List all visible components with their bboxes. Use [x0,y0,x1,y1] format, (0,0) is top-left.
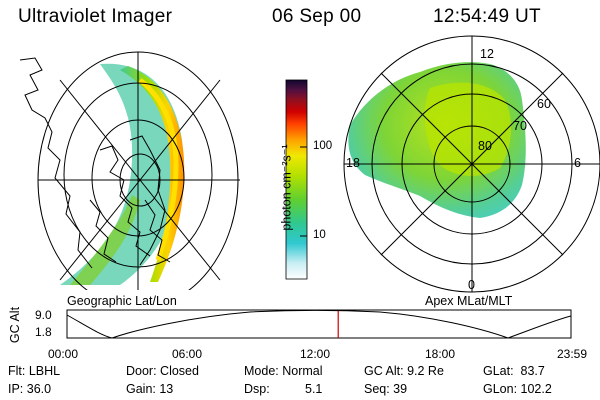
mlt-label-top: 12 [480,47,494,61]
timeline-xtick-1800: 18:00 [425,347,456,361]
timeline-ytick-low: 1.8 [35,325,52,339]
colorbar-scale [285,79,308,280]
timeline-y-label: GC Alt [8,306,22,344]
polar-bright-core [424,82,512,176]
info-glon: GLon: 102.2 [483,382,552,396]
auroral-glow-left [60,63,184,286]
right-panel-label: Apex MLat/MLT [425,294,513,308]
timeline-xtick-2359: 23:59 [557,347,588,361]
mlt-label-bottom: 0 [468,278,475,292]
info-filter: Flt: LBHL [8,364,61,378]
observation-time: 12:54:49 UT [433,6,541,27]
info-dsp-label: Dsp: [244,382,270,396]
colorbar-tick-100: 100 [313,140,333,152]
info-gain: Gain: 13 [126,382,174,396]
colorbar-tick-10: 10 [313,229,326,241]
timeline-xtick-0600: 06:00 [172,347,203,361]
info-glat: GLat: 83.7 [483,364,545,378]
info-gc-alt: GC Alt: 9.2 Re [364,364,444,378]
coastline-1 [19,57,93,269]
colorbar-unit-label: photon cm⁻²s⁻¹ [279,144,294,231]
info-dsp-value: 5.1 [305,382,323,396]
mlat-ring-70: 70 [513,119,527,133]
auroral-lower-patch [70,195,140,285]
timeline-ytick-high: 9.0 [35,308,52,322]
timeline-xtick-0000: 00:00 [48,347,79,361]
mlt-label-right: 6 [574,156,581,170]
coastline-4 [89,199,117,263]
instrument-title: Ultraviolet Imager [18,6,173,27]
timeline-xtick-1200: 12:00 [300,347,331,361]
info-ip: IP: 36.0 [8,382,52,396]
coastline-3 [129,135,166,266]
mlt-label-left: 18 [346,156,360,170]
mlat-ring-80: 80 [478,139,492,153]
info-door: Door: Closed [126,364,199,378]
observation-date: 06 Sep 00 [272,6,362,27]
coastline-5 [144,199,171,263]
info-seq: Seq: 39 [364,382,408,396]
polar-image [343,35,600,293]
auroral-arc-inner [138,78,179,261]
left-panel-label: Geographic Lat/Lon [67,294,177,308]
timeline-altitude-curve [66,310,572,339]
coastline-2 [99,145,151,257]
geographic-image [19,51,240,290]
mlat-ring-60: 60 [537,97,551,111]
info-mode: Mode: Normal [244,364,323,378]
